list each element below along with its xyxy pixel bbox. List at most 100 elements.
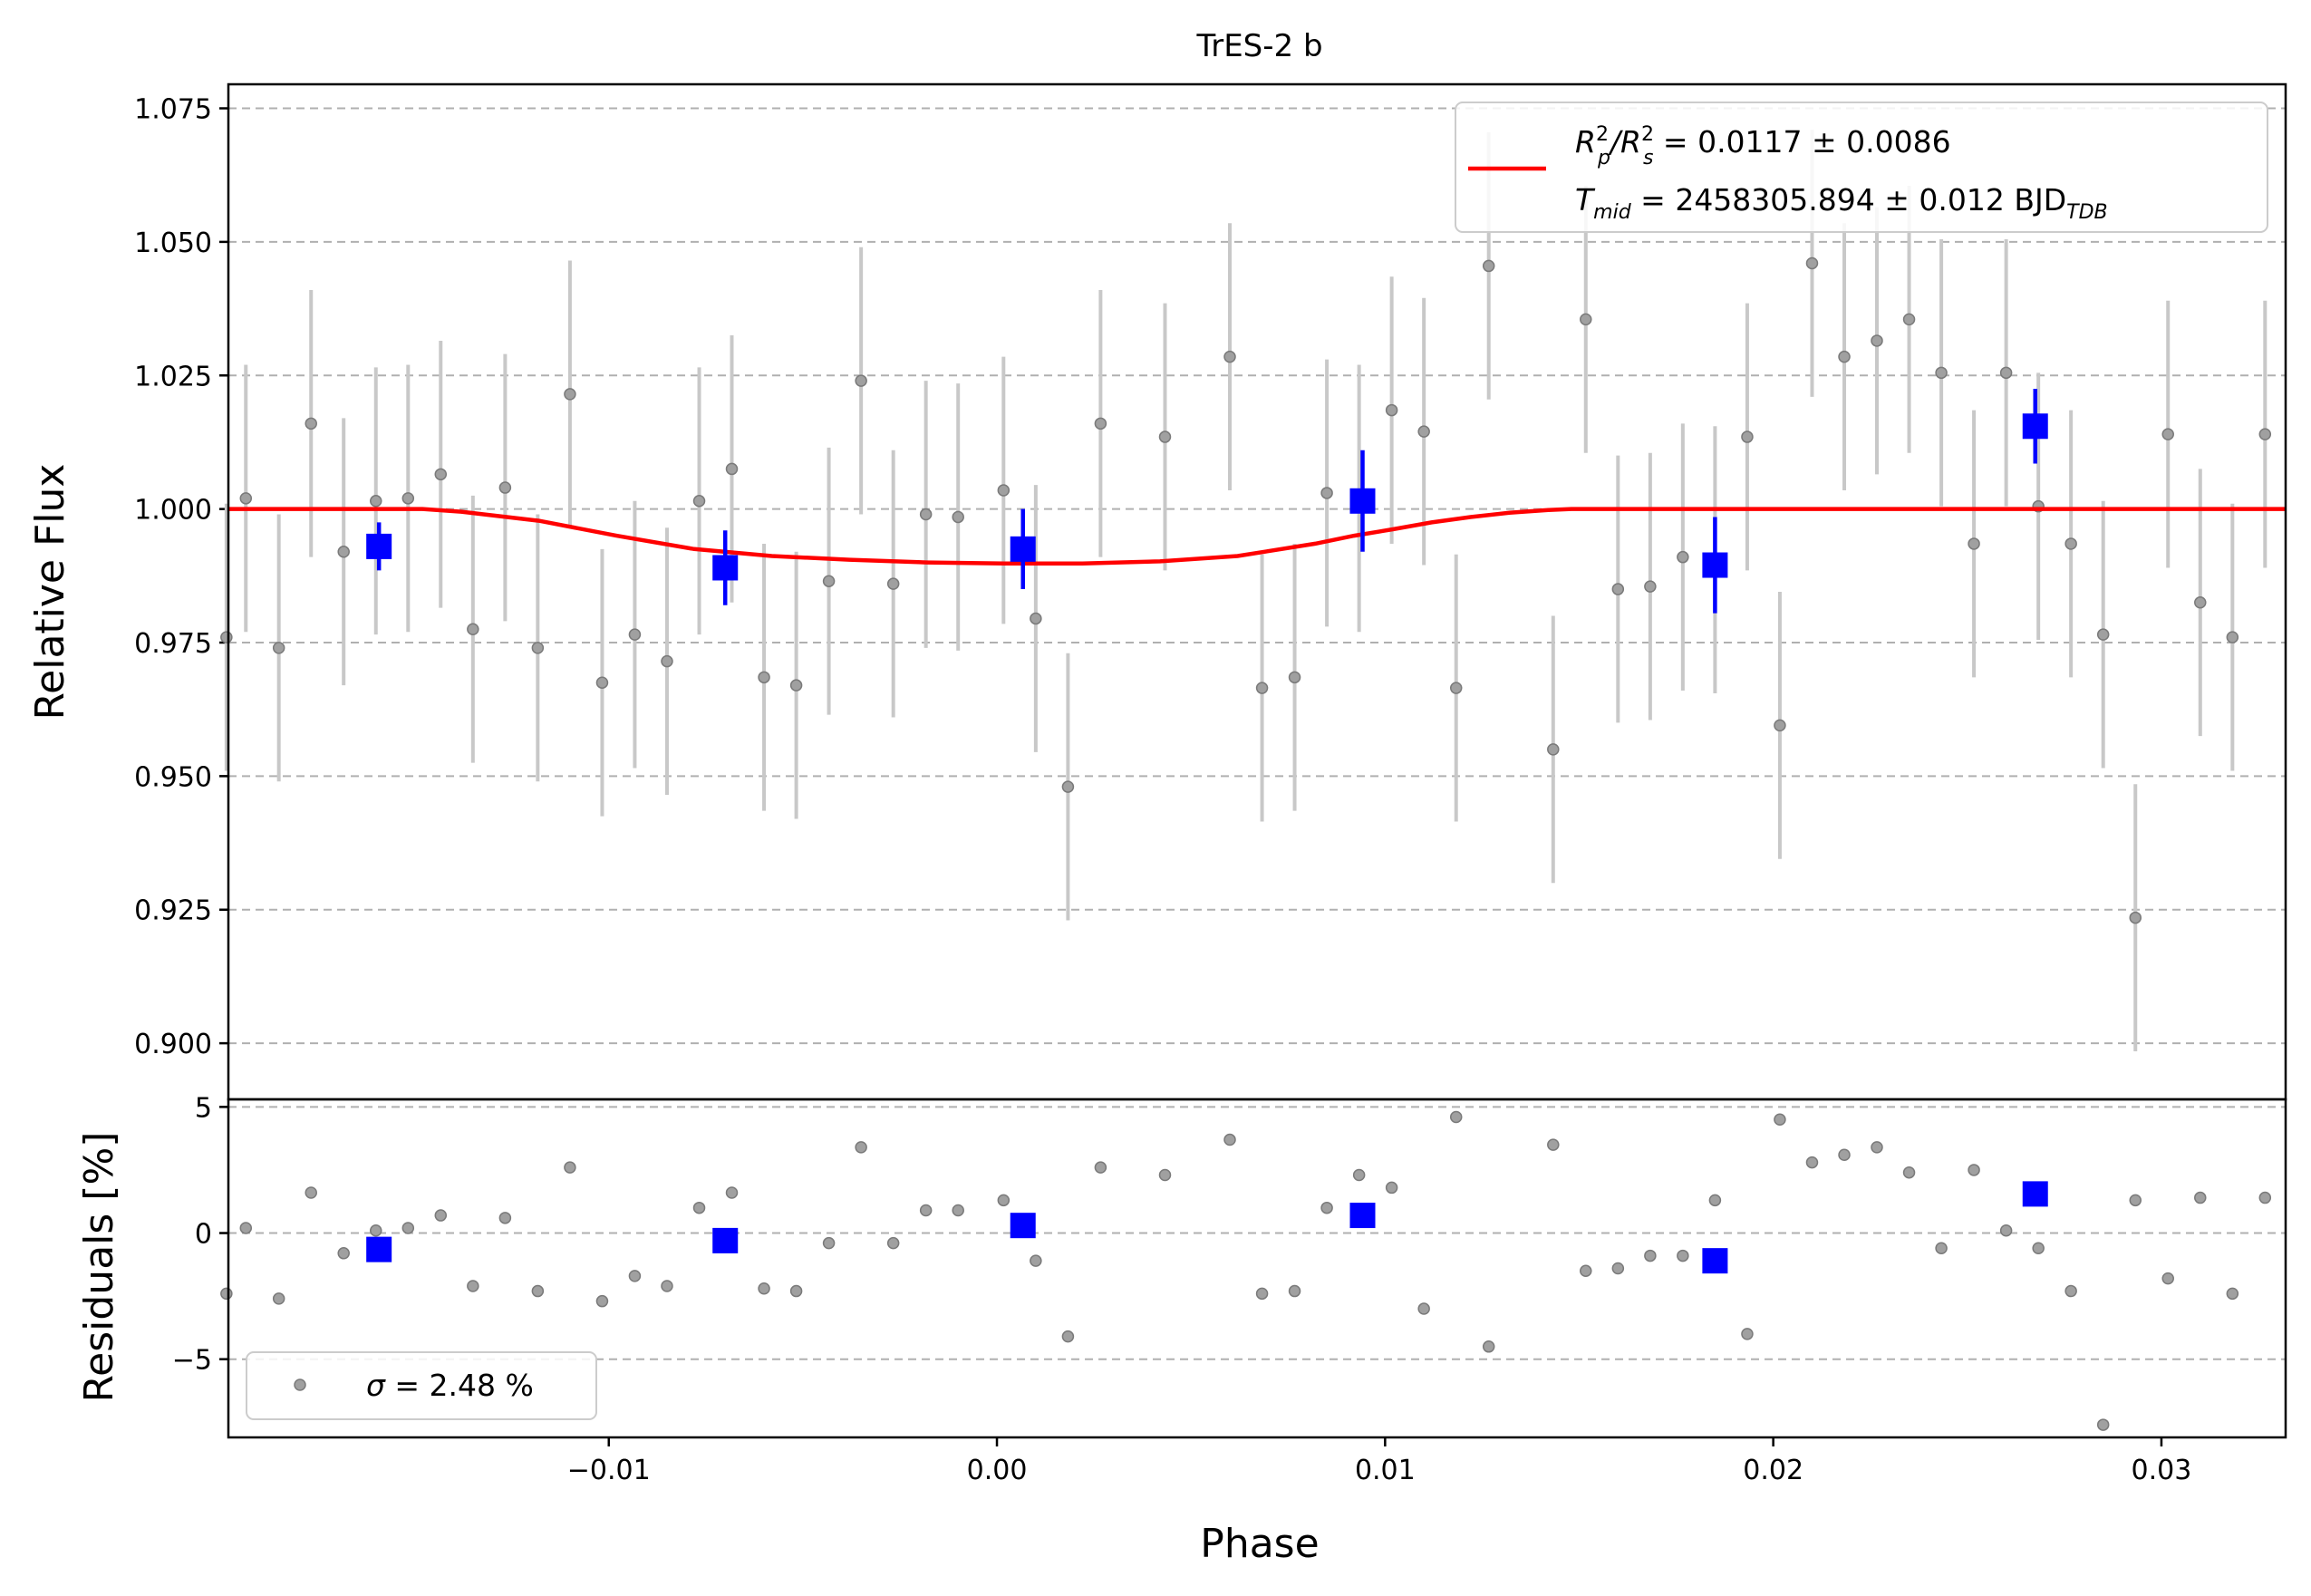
residual-point — [272, 1292, 285, 1305]
bottom-y-tick-label: 0 — [195, 1219, 212, 1251]
residual-point — [1741, 1328, 1754, 1340]
residual-point — [661, 1280, 673, 1292]
top-y-tick-label: 0.900 — [134, 1029, 212, 1060]
x-tick-label: −0.01 — [567, 1455, 651, 1486]
data-point — [272, 642, 285, 654]
legend-rs-sup: 2 — [1641, 123, 1654, 146]
transit-model-line — [228, 507, 2286, 566]
data-point — [1935, 366, 1948, 380]
residual-point — [1547, 1138, 1560, 1151]
residual-point — [531, 1284, 545, 1298]
residual-point — [1935, 1242, 1948, 1254]
data-point — [564, 388, 576, 401]
residual-point — [595, 1294, 609, 1308]
residual-point — [1805, 1156, 1819, 1169]
residual-point — [1223, 1133, 1236, 1146]
data-point — [692, 495, 706, 508]
data-point — [1417, 425, 1430, 438]
bottom-legend-box — [246, 1351, 597, 1420]
residual-binned-point — [2022, 1181, 2048, 1207]
residual-point — [692, 1201, 706, 1214]
legend-rp-sup: 2 — [1596, 123, 1609, 146]
legend-depth-value: = 0.0117 ± 0.0086 — [1653, 124, 1950, 160]
residual-point — [2129, 1194, 2142, 1207]
residual-point — [370, 1224, 382, 1237]
bottom-y-ticks: −5 0 5 — [172, 1092, 228, 1377]
legend-residual-marker — [294, 1378, 306, 1391]
residual-point — [1677, 1249, 1689, 1262]
legend-tdb-sub: TDB — [2066, 201, 2107, 224]
data-point — [595, 676, 609, 689]
data-point — [1385, 403, 1398, 417]
residual-point — [1288, 1284, 1301, 1298]
data-point — [1741, 430, 1754, 443]
data-point — [239, 492, 253, 505]
legend-depth-entry: R2 p/R2 s = 0.0117 ± 0.0086 — [1575, 123, 1951, 169]
binned-point — [712, 555, 739, 581]
residual-point — [725, 1186, 739, 1199]
residual-point — [822, 1236, 836, 1250]
data-point — [1611, 583, 1625, 595]
data-point — [305, 417, 317, 430]
data-point — [1482, 259, 1495, 273]
residual-point — [1158, 1168, 1172, 1182]
data-point — [401, 492, 415, 505]
residual-point — [1774, 1113, 1786, 1127]
data-point — [1094, 417, 1107, 430]
residual-binned-point — [1010, 1213, 1036, 1239]
data-point — [886, 577, 900, 590]
legend-tmid-value: = 2458305.894 ± 0.012 BJD — [1631, 182, 2066, 218]
residual-point — [2161, 1272, 2174, 1285]
top-errorbars — [224, 130, 2267, 1051]
data-point — [1547, 743, 1560, 756]
residual-point — [789, 1284, 803, 1298]
residual-point — [628, 1270, 642, 1282]
data-point — [1223, 350, 1236, 363]
data-point — [1580, 313, 1592, 326]
residual-point — [1417, 1302, 1430, 1315]
binned-point — [1349, 488, 1376, 514]
data-point — [919, 508, 933, 521]
residual-point — [1902, 1166, 1916, 1179]
data-point — [1871, 334, 1883, 347]
data-point — [531, 642, 545, 654]
data-point — [1968, 537, 1980, 550]
residual-point — [1449, 1110, 1463, 1124]
legend-rp-sub: p — [1597, 147, 1610, 169]
top-y-tick-label: 1.050 — [134, 227, 212, 259]
data-point — [1061, 780, 1075, 793]
data-point — [822, 575, 836, 587]
x-tick-label: 0.00 — [967, 1455, 1028, 1486]
residual-point — [498, 1212, 512, 1224]
residual-point — [1999, 1224, 2013, 1237]
x-axis-label: Phase — [1200, 1521, 1319, 1567]
residual-point — [401, 1222, 415, 1234]
residual-point — [2096, 1418, 2110, 1431]
residual-point — [1611, 1262, 1625, 1275]
top-y-tick-label: 0.925 — [134, 895, 212, 927]
data-point — [498, 481, 512, 494]
data-point — [434, 468, 448, 481]
top-data-points — [220, 256, 2272, 924]
top-binned-points — [366, 389, 2048, 614]
residual-point — [758, 1282, 770, 1295]
data-point — [725, 462, 739, 476]
residual-point — [1838, 1148, 1851, 1161]
residual-binned-point — [1702, 1248, 1728, 1274]
data-point — [628, 628, 642, 641]
residual-point — [1708, 1194, 1722, 1207]
light-curve-panel: 0.900 0.925 0.950 0.975 1.000 1.025 1.050 1.075… — [27, 82, 2287, 1101]
residual-point — [2064, 1284, 2077, 1298]
residual-point — [1320, 1201, 1333, 1214]
residual-point — [1255, 1287, 1269, 1301]
residual-point — [564, 1161, 576, 1174]
data-point — [1644, 580, 1657, 593]
binned-point — [1702, 552, 1728, 578]
bottom-grid — [228, 1106, 2286, 1360]
top-y-tick-label: 1.000 — [134, 495, 212, 527]
top-y-tick-label: 0.950 — [134, 761, 212, 793]
data-point — [1838, 350, 1851, 363]
data-point — [1288, 671, 1301, 684]
binned-point — [2022, 413, 2048, 440]
top-legend: R2 p/R2 s = 0.0117 ± 0.0086 Tmid = 2458305… — [1455, 102, 2268, 233]
